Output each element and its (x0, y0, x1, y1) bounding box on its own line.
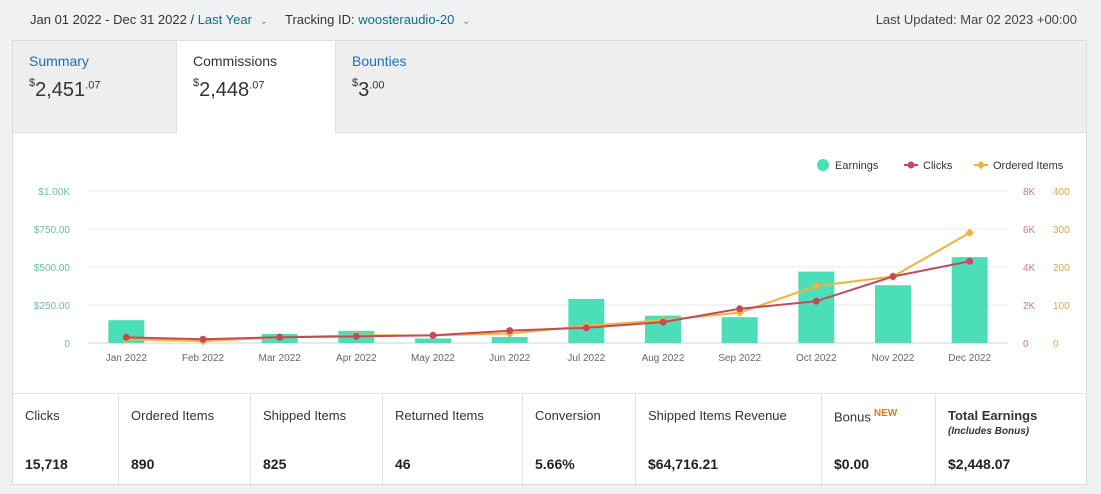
clicks-point (276, 333, 284, 341)
right-axis-tick: 4K (1023, 263, 1036, 274)
earnings-bar (568, 298, 605, 343)
left-axis-tick: $750.00 (34, 225, 71, 236)
ordered-items-line (126, 231, 971, 343)
tab-bounties[interactable]: Bounties $3.00 (336, 41, 496, 133)
x-axis-tick: Aug 2022 (642, 353, 685, 364)
clicks-point (429, 331, 437, 339)
chart-canvas: 0 $250.00 $500.00 $750.00 $1.00K 0 2K 4K 6K 8K 0 10… (34, 159, 1070, 364)
x-axis-tick: Sep 2022 (718, 353, 761, 364)
right-inner-axis-tick: 200 (1053, 263, 1070, 274)
ordered-items-point (812, 281, 821, 291)
legend-label: Earnings (835, 160, 879, 172)
earnings-bar (875, 285, 911, 343)
tab-commissions[interactable]: Commissions $2,448.07 (176, 40, 336, 134)
legend-label: Ordered Items (993, 160, 1064, 172)
legend-marker (817, 159, 829, 171)
right-axis-tick: 2K (1023, 301, 1036, 312)
x-axis-tick: Jan 2022 (106, 353, 148, 364)
date-range-text: Jan 01 2022 - Dec 31 2022 / (30, 12, 195, 27)
x-axis-tick: Oct 2022 (796, 353, 837, 364)
earnings-panel: Summary $2,451.07 Commissions $2,448.07 … (12, 40, 1087, 486)
right-axis-tick: 0 (1023, 339, 1029, 350)
bounties-amount: $3.00 (352, 77, 385, 101)
x-axis-tick: May 2022 (411, 353, 455, 364)
earnings-chart: 0 $250.00 $500.00 $750.00 $1.00K 0 2K 4K 6K 8K 0 10… (13, 133, 1086, 393)
stat-ordered-items: Ordered Items 890 (119, 394, 251, 486)
left-axis-tick: $500.00 (34, 263, 71, 274)
left-axis-tick: 0 (64, 339, 70, 350)
earnings-tabs: Summary $2,451.07 Commissions $2,448.07 … (13, 40, 1086, 134)
right-inner-axis-tick: 0 (1053, 339, 1059, 350)
clicks-point (352, 332, 360, 340)
summary-amount: $2,451.07 (29, 77, 101, 101)
x-axis-tick: Dec 2022 (948, 353, 991, 364)
clicks-point (736, 305, 744, 313)
stat-clicks: Clicks 15,718 (13, 394, 119, 486)
tab-summary[interactable]: Summary $2,451.07 (13, 41, 176, 133)
new-badge: NEW (873, 408, 898, 419)
right-inner-axis-tick: 300 (1053, 225, 1070, 236)
right-inner-axis-tick: 400 (1053, 187, 1070, 198)
tracking-id-value[interactable]: woosteraudio-20 (358, 12, 455, 27)
date-range-selector[interactable]: Jan 01 2022 - Dec 31 2022 / Last Year ⌄ (30, 12, 268, 27)
tab-summary-label: Summary (29, 53, 89, 69)
stat-shipped-revenue: Shipped Items Revenue $64,716.21 (636, 394, 822, 486)
earnings-bar (951, 257, 988, 343)
x-axis-tick: Feb 2022 (182, 353, 225, 364)
left-axis-tick: $250.00 (34, 301, 71, 312)
x-axis-tick: Mar 2022 (259, 353, 302, 364)
clicks-line (126, 260, 970, 341)
legend-marker-dot (907, 161, 915, 169)
tab-commissions-label: Commissions (193, 53, 278, 69)
tracking-id-selector[interactable]: Tracking ID: woosteraudio-20 ⌄ (285, 12, 470, 27)
clicks-point (582, 324, 590, 332)
stat-shipped-items: Shipped Items 825 (251, 394, 383, 486)
x-axis-tick: Apr 2022 (336, 353, 377, 364)
tab-bounties-label: Bounties (352, 53, 407, 69)
stat-returned-items: Returned Items 46 (383, 394, 523, 486)
earnings-bar (721, 317, 758, 343)
x-axis-tick: Nov 2022 (872, 353, 915, 364)
clicks-point (966, 257, 974, 265)
clicks-point (506, 327, 514, 335)
earnings-bar (491, 336, 528, 343)
x-axis-tick: Jul 2022 (567, 353, 605, 364)
tracking-id-label: Tracking ID: (285, 12, 355, 27)
clicks-point (659, 318, 667, 326)
legend-marker-dot (976, 160, 986, 170)
ordered-items-point (965, 228, 974, 238)
right-axis-tick: 8K (1023, 187, 1036, 198)
clicks-point (889, 273, 897, 280)
stat-bonus: Bonus NEW $0.00 (822, 394, 936, 486)
chevron-down-icon[interactable]: ⌄ (461, 16, 471, 27)
clicks-point (122, 333, 130, 341)
stat-total-earnings: Total Earnings (Includes Bonus) $2,448.07 (948, 408, 1038, 472)
last-updated-text: Last Updated: Mar 02 2023 +00:00 (875, 12, 1077, 27)
x-axis-tick: Jun 2022 (489, 353, 531, 364)
stats-row: Clicks 15,718 Ordered Items 890 Shipped It… (13, 393, 1086, 486)
chevron-down-icon[interactable]: ⌄ (259, 16, 268, 27)
left-axis-tick: $1.00K (38, 187, 70, 198)
clicks-point (812, 297, 820, 305)
legend-label: Clicks (923, 160, 953, 172)
right-inner-axis-tick: 100 (1053, 301, 1070, 312)
clicks-point (199, 335, 207, 343)
report-header: Jan 01 2022 - Dec 31 2022 / Last Year ⌄ … (0, 0, 1101, 40)
right-axis-tick: 6K (1023, 225, 1036, 236)
earnings-bar (415, 338, 451, 343)
stat-conversion: Conversion 5.66% (523, 394, 636, 486)
date-preset-link[interactable]: Last Year (197, 12, 252, 27)
commissions-amount: $2,448.07 (193, 77, 265, 101)
